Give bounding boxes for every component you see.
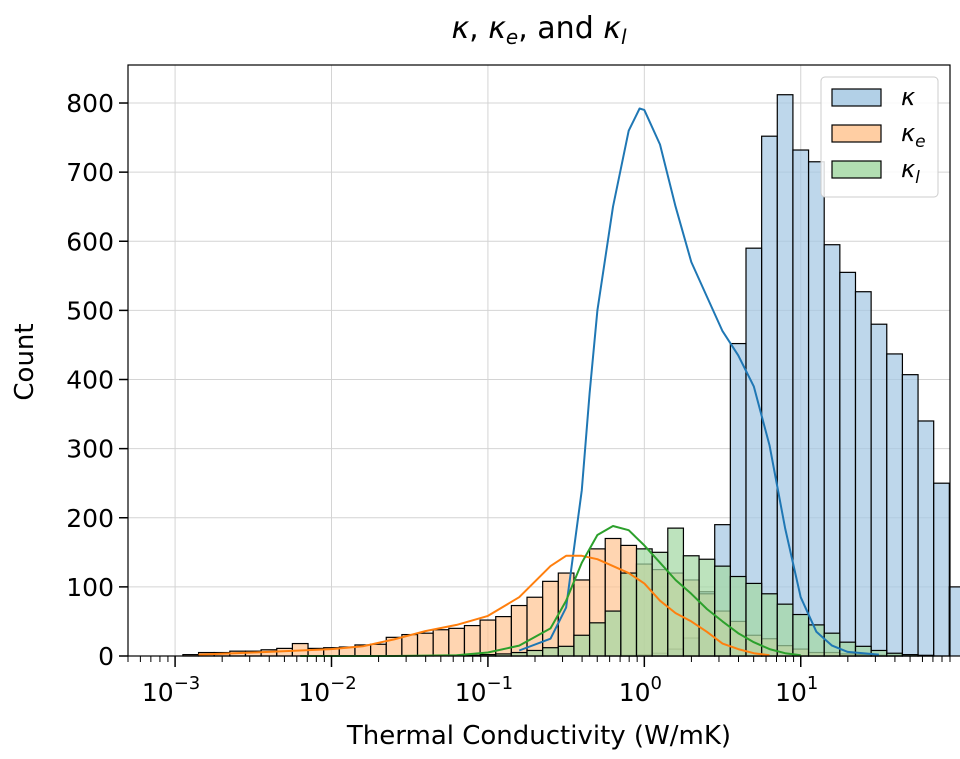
kde-line-series2	[300, 525, 801, 657]
bar-series0	[807, 161, 825, 657]
bar-series0	[917, 420, 935, 657]
kde-curves	[198, 107, 879, 657]
x-tick-label: 101	[775, 673, 818, 707]
x-tick-label: 100	[619, 673, 662, 707]
bar-series2	[776, 603, 794, 657]
bar-series2	[620, 572, 638, 657]
bar-series0	[823, 244, 841, 657]
legend-swatch-series1	[831, 124, 882, 143]
bar-series2	[573, 634, 591, 657]
y-tick-label: 100	[66, 573, 114, 602]
x-tick-exponent: 1	[807, 673, 818, 694]
bar-series1	[370, 643, 387, 657]
bar-series0	[901, 374, 919, 657]
x-tick-base: 10	[619, 678, 651, 707]
x-tick-base: 10	[298, 678, 330, 707]
bar-series1	[463, 624, 481, 657]
bar-series2	[526, 649, 544, 657]
bar-series0	[933, 482, 950, 657]
bar-series0	[776, 94, 794, 657]
title-sep-2: , and	[518, 11, 603, 46]
y-tick-label: 700	[66, 158, 114, 187]
bar-series1	[448, 627, 466, 657]
bar-series2	[557, 645, 575, 657]
legend-label-base: κ	[901, 119, 916, 147]
y-tick-label: 800	[66, 89, 114, 118]
x-axis-label: Thermal Conductivity (W/mK)	[346, 721, 731, 751]
title-kappa: κ	[451, 11, 469, 46]
bar-series1	[432, 629, 450, 657]
legend-label-series1: κe	[901, 119, 926, 152]
bar-series2	[792, 613, 810, 657]
x-tick-exponent: 0	[651, 673, 662, 694]
bar-series0	[870, 323, 888, 657]
bar-series2	[667, 527, 685, 657]
y-tick-label: 500	[66, 296, 114, 325]
x-tick-label: 10−2	[298, 673, 356, 707]
bar-series2	[682, 555, 700, 657]
x-tick-exponent: −2	[330, 673, 357, 694]
chart-title: κ, κe, and κl	[451, 11, 627, 49]
grid-lines	[128, 65, 950, 657]
y-tick-label: 0	[98, 642, 114, 671]
x-tick-base: 10	[142, 678, 174, 707]
bar-series2	[604, 610, 622, 657]
bar-series1	[401, 633, 419, 657]
title-sep-1: ,	[469, 11, 488, 46]
bar-series1	[416, 632, 434, 657]
y-tick-label: 300	[66, 435, 114, 464]
legend-label-subscript: e	[915, 132, 925, 152]
bar-series0	[948, 586, 960, 657]
kde-line-series1	[198, 554, 770, 657]
x-tick-base: 10	[455, 678, 487, 707]
bar-series0	[761, 135, 778, 657]
bar-series0	[839, 271, 857, 657]
x-tick-label: 10−1	[455, 673, 513, 707]
legend-label-subscript: l	[915, 168, 920, 188]
x-tick-exponent: −3	[174, 673, 201, 694]
y-tick-label: 600	[66, 227, 114, 256]
kde-line-series0	[518, 107, 879, 656]
x-tick-base: 10	[775, 678, 807, 707]
bar-series2	[588, 622, 606, 657]
x-tick-exponent: −1	[487, 673, 514, 694]
plot-frame	[127, 64, 951, 657]
bar-series0	[792, 149, 810, 657]
bar-series2	[635, 548, 653, 657]
title-sub-l: l	[621, 25, 627, 49]
legend-label-series0: κ	[901, 83, 916, 111]
y-axis-label: Count	[10, 323, 40, 400]
legend-swatch-series0	[831, 88, 882, 107]
bar-series2	[729, 575, 747, 657]
bar-series0	[854, 291, 872, 657]
legend-label-base: κ	[901, 83, 916, 111]
y-tick-label: 200	[66, 504, 114, 533]
title-sub-e: e	[506, 25, 518, 49]
legend-swatch-series2	[831, 160, 882, 179]
bar-series2	[542, 647, 559, 657]
legend-label-series2: κl	[901, 155, 920, 188]
bar-series0	[886, 353, 904, 657]
x-tick-label: 10−3	[142, 673, 200, 707]
title-kappa-l: κ	[603, 11, 621, 46]
title-kappa-e: κ	[488, 11, 506, 46]
legend-label-base: κ	[901, 155, 916, 183]
y-tick-label: 400	[66, 366, 114, 395]
